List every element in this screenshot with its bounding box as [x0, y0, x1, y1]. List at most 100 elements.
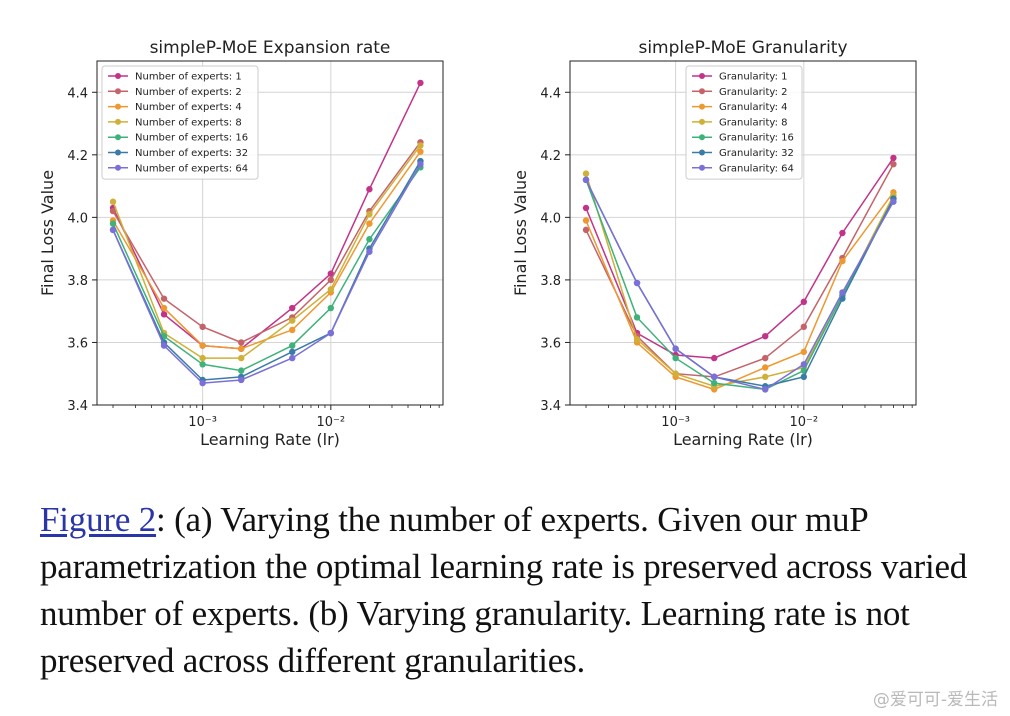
y-tick-label: 3.4: [540, 399, 561, 414]
legend-item: Number of experts: 8: [108, 117, 242, 128]
data-point: [890, 161, 897, 168]
data-point: [366, 211, 373, 218]
data-point: [366, 220, 373, 227]
series-line: [585, 163, 895, 378]
y-tick-label: 3.6: [540, 336, 561, 351]
data-point: [582, 226, 590, 234]
legend-swatch-marker: [699, 164, 705, 171]
data-point: [582, 217, 590, 224]
legend-item: Number of experts: 16: [108, 133, 248, 144]
data-point: [238, 339, 245, 346]
data-point: [109, 198, 117, 205]
data-point: [160, 342, 168, 349]
data-point: [890, 198, 897, 205]
data-point: [199, 354, 206, 362]
data-point: [672, 370, 679, 377]
data-point: [762, 386, 769, 393]
x-tick-label: 10⁻²: [790, 415, 819, 430]
figure-link[interactable]: Figure 2: [40, 500, 157, 539]
data-point: [672, 354, 679, 362]
chart-2: 10⁻³ 10⁻² 3.4 3.6 3.8 4.0 4.2 4.4 simpleP-MoE Gr…: [511, 38, 917, 449]
series-1: [582, 154, 897, 362]
data-point: [417, 161, 424, 168]
y-tick-label: 3.4: [67, 399, 88, 414]
legend-swatch-marker: [699, 134, 705, 141]
data-point: [289, 326, 296, 334]
legend-label: Granularity: 1: [719, 72, 787, 83]
series-line: [112, 163, 422, 384]
y-axis-label: Final Loss Value: [38, 170, 57, 296]
legend-item: Granularity: 1: [692, 72, 787, 83]
data-point: [289, 354, 296, 362]
data-point: [289, 317, 296, 324]
legend-swatch-marker: [115, 88, 121, 95]
x-tick-label: 10⁻²: [317, 415, 346, 430]
data-point: [109, 226, 117, 234]
series-line: [585, 157, 895, 359]
data-point: [417, 148, 424, 155]
series-line: [112, 82, 422, 350]
data-point: [800, 298, 808, 305]
legend-label: Granularity: 2: [719, 87, 787, 98]
data-point: [109, 220, 117, 227]
legend-item: Granularity: 64: [692, 163, 794, 174]
series-5: [109, 164, 424, 374]
data-point: [633, 314, 641, 321]
legend-label: Number of experts: 32: [135, 148, 248, 159]
legend-label: Granularity: 16: [719, 133, 794, 144]
data-point: [199, 379, 206, 387]
legend-swatch-marker: [699, 88, 705, 95]
y-tick-label: 4.4: [540, 86, 561, 101]
data-point: [890, 154, 897, 162]
data-point: [366, 248, 373, 255]
legend-label: Number of experts: 1: [135, 72, 242, 83]
legend-swatch-marker: [115, 134, 121, 141]
data-point: [417, 142, 424, 149]
data-point: [633, 336, 641, 343]
y-tick-label: 4.2: [540, 149, 561, 164]
data-point: [238, 376, 245, 384]
data-point: [711, 379, 718, 387]
series-line: [112, 141, 422, 344]
data-point: [762, 373, 769, 381]
data-point: [238, 345, 245, 352]
data-point: [238, 367, 245, 374]
legend: Number of experts: 1 Number of experts: 2…: [101, 65, 259, 180]
data-point: [711, 354, 718, 362]
data-point: [839, 229, 846, 237]
y-tick-label: 4.0: [540, 211, 561, 226]
data-point: [327, 286, 335, 293]
data-point: [762, 354, 769, 362]
series-line: [585, 179, 895, 391]
charts-figure: 10⁻³ 10⁻² 3.4 3.6 3.8 4.0 4.2 4.4 simpleP-MoE Ex…: [38, 38, 917, 449]
data-point: [160, 304, 168, 312]
data-point: [366, 186, 373, 193]
legend-box: [685, 65, 803, 180]
y-tick-label: 3.6: [67, 336, 88, 351]
series-line: [112, 166, 422, 372]
x-tick-label: 10⁻³: [188, 415, 217, 430]
data-point: [160, 311, 168, 318]
series-7: [582, 176, 897, 393]
y-tick-label: 3.8: [67, 274, 88, 289]
y-tick-label: 4.4: [67, 86, 88, 101]
legend-swatch-marker: [699, 118, 705, 125]
data-point: [672, 345, 679, 352]
data-point: [800, 373, 808, 381]
caption-text: : (a) Varying the number of experts. Giv…: [40, 500, 968, 680]
legend-label: Number of experts: 8: [135, 117, 242, 128]
x-axis-label: Learning Rate (lr): [673, 430, 813, 449]
data-point: [417, 79, 424, 87]
legend-item: Number of experts: 64: [108, 163, 248, 174]
series-6: [582, 176, 897, 390]
y-tick-label: 4.2: [67, 149, 88, 164]
legend-item: Number of experts: 2: [108, 87, 242, 98]
data-point: [238, 354, 245, 362]
data-point: [839, 257, 846, 265]
y-tick-label: 3.8: [540, 274, 561, 289]
legend-swatch-marker: [115, 73, 121, 79]
data-point: [582, 204, 590, 212]
data-point: [800, 361, 808, 368]
plot-frame: [569, 60, 917, 406]
series-line: [585, 179, 895, 391]
